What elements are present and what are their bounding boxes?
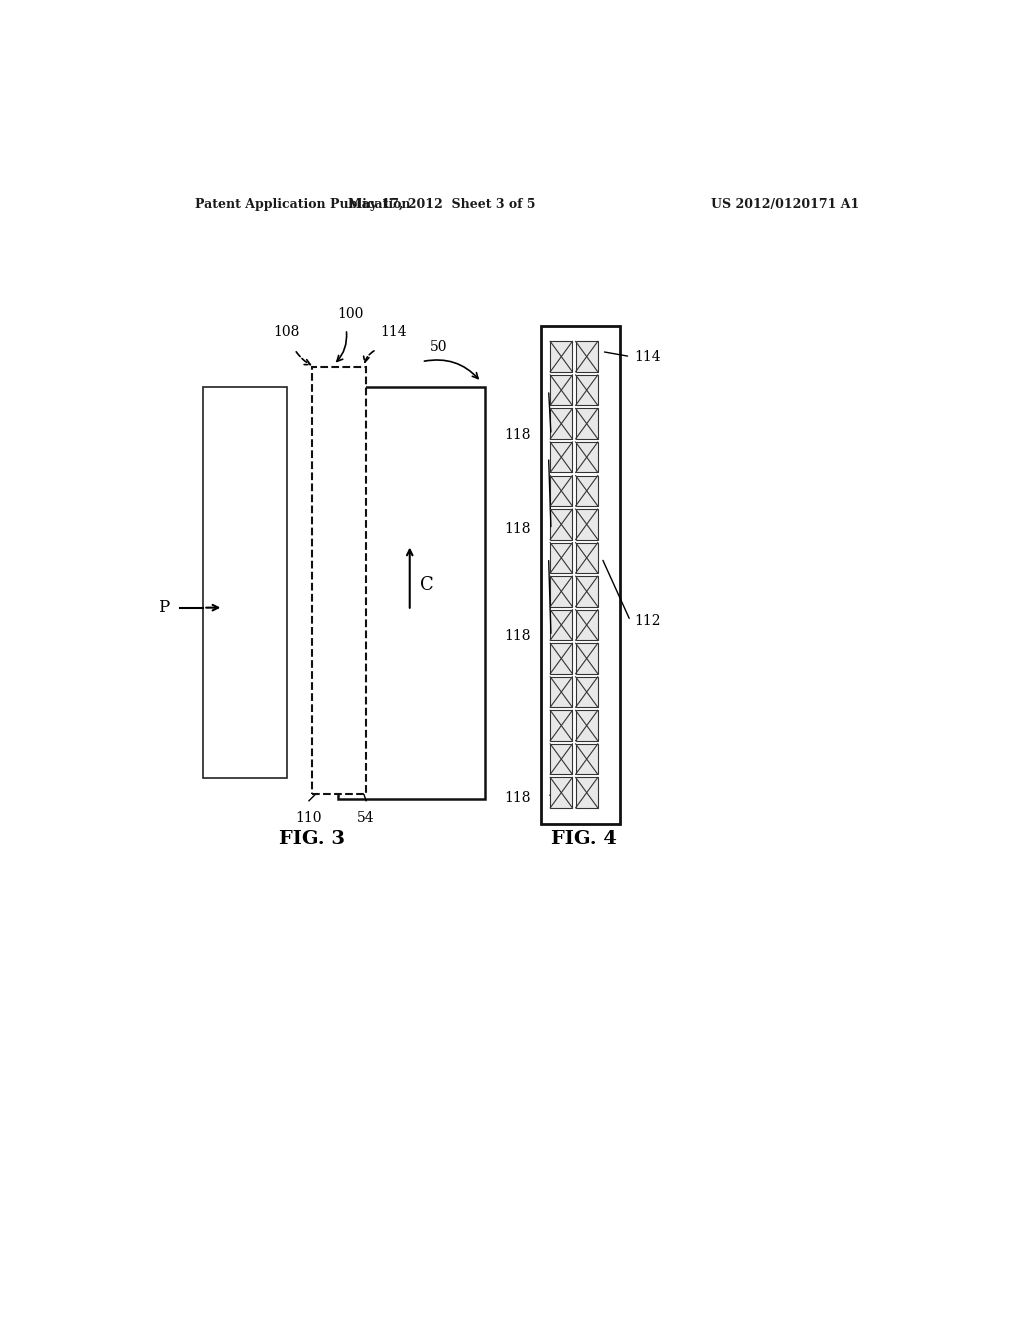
Bar bbox=[575, 543, 598, 573]
Bar bbox=[575, 710, 598, 741]
Text: May 17, 2012  Sheet 3 of 5: May 17, 2012 Sheet 3 of 5 bbox=[348, 198, 536, 211]
Bar bbox=[575, 610, 598, 640]
Bar bbox=[550, 342, 572, 372]
Text: 118: 118 bbox=[505, 523, 531, 536]
Bar bbox=[575, 375, 598, 405]
Text: 100: 100 bbox=[337, 308, 364, 321]
Bar bbox=[541, 326, 621, 824]
Bar bbox=[575, 777, 598, 808]
Text: 54: 54 bbox=[357, 810, 375, 825]
Bar bbox=[550, 610, 572, 640]
Text: 112: 112 bbox=[634, 614, 660, 628]
Bar bbox=[575, 408, 598, 440]
Bar bbox=[550, 475, 572, 506]
Text: FIG. 3: FIG. 3 bbox=[280, 830, 345, 849]
Text: 114: 114 bbox=[380, 325, 407, 339]
Text: P: P bbox=[158, 599, 169, 616]
Bar bbox=[204, 387, 287, 779]
Bar bbox=[575, 643, 598, 673]
Bar bbox=[550, 744, 572, 775]
Bar bbox=[550, 442, 572, 473]
Bar bbox=[338, 387, 485, 799]
Bar bbox=[312, 367, 367, 793]
Bar bbox=[575, 475, 598, 506]
Bar bbox=[550, 375, 572, 405]
Bar bbox=[550, 710, 572, 741]
Bar bbox=[550, 408, 572, 440]
Text: 118: 118 bbox=[505, 791, 531, 805]
Bar bbox=[575, 576, 598, 607]
Bar bbox=[550, 510, 572, 540]
Bar bbox=[550, 543, 572, 573]
Bar bbox=[575, 442, 598, 473]
Bar bbox=[575, 510, 598, 540]
Text: Patent Application Publication: Patent Application Publication bbox=[196, 198, 411, 211]
Text: 114: 114 bbox=[634, 350, 660, 363]
Text: 118: 118 bbox=[505, 630, 531, 643]
Bar bbox=[575, 744, 598, 775]
Text: 108: 108 bbox=[273, 325, 300, 339]
Bar bbox=[575, 677, 598, 708]
Bar bbox=[575, 342, 598, 372]
Text: FIG. 4: FIG. 4 bbox=[551, 830, 617, 849]
Text: 118: 118 bbox=[505, 428, 531, 442]
Bar bbox=[550, 576, 572, 607]
Text: 110: 110 bbox=[296, 810, 323, 825]
Text: 50: 50 bbox=[430, 339, 447, 354]
Text: C: C bbox=[420, 577, 434, 594]
Bar bbox=[550, 677, 572, 708]
Text: US 2012/0120171 A1: US 2012/0120171 A1 bbox=[712, 198, 859, 211]
Bar bbox=[550, 643, 572, 673]
Bar bbox=[550, 777, 572, 808]
